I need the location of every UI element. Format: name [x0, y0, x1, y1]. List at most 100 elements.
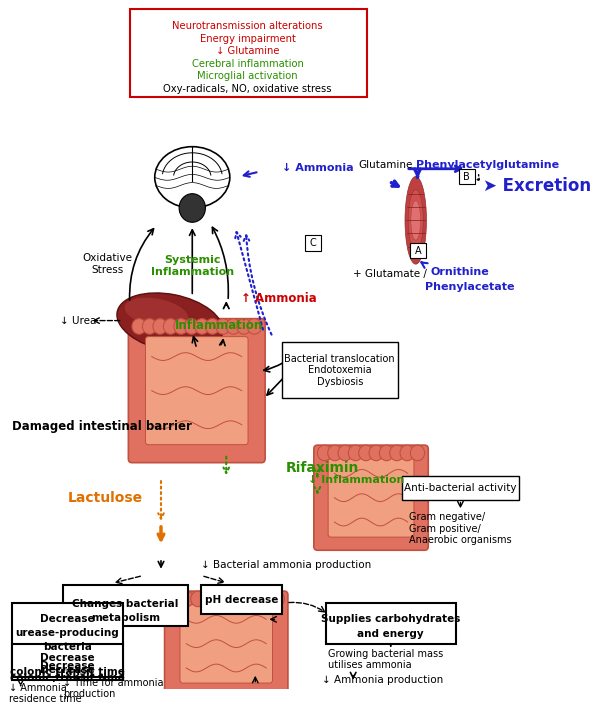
Circle shape: [349, 445, 362, 461]
Circle shape: [369, 445, 383, 461]
Ellipse shape: [411, 201, 421, 240]
FancyBboxPatch shape: [180, 604, 272, 683]
Circle shape: [214, 591, 228, 607]
FancyBboxPatch shape: [164, 591, 288, 696]
FancyBboxPatch shape: [410, 243, 427, 258]
Text: urease-producing: urease-producing: [15, 628, 119, 638]
Text: Microglial activation: Microglial activation: [197, 71, 298, 81]
Text: pH decrease: pH decrease: [205, 595, 278, 605]
FancyBboxPatch shape: [12, 650, 124, 679]
Circle shape: [270, 591, 284, 607]
Text: B: B: [463, 172, 470, 182]
Text: Ornithine: Ornithine: [430, 267, 489, 277]
Text: ↑ Ammonia: ↑ Ammonia: [241, 292, 317, 305]
Text: bacteria: bacteria: [43, 642, 92, 652]
Circle shape: [259, 591, 273, 607]
FancyBboxPatch shape: [128, 319, 265, 462]
Circle shape: [153, 319, 167, 334]
Circle shape: [225, 591, 239, 607]
Text: ➤ Excretion: ➤ Excretion: [483, 177, 591, 195]
Circle shape: [184, 319, 199, 334]
Ellipse shape: [155, 146, 230, 208]
Circle shape: [216, 319, 230, 334]
Circle shape: [236, 591, 250, 607]
Circle shape: [379, 445, 394, 461]
Circle shape: [410, 445, 425, 461]
Ellipse shape: [117, 293, 223, 352]
Ellipse shape: [125, 298, 188, 328]
Text: Gram negative/
Gram positive/
Anaerobic organisms: Gram negative/ Gram positive/ Anaerobic …: [409, 513, 511, 546]
Text: ↓ Time for ammonia
production: ↓ Time for ammonia production: [62, 678, 163, 699]
FancyBboxPatch shape: [281, 342, 398, 399]
Text: ↓ Ammonia: ↓ Ammonia: [281, 163, 353, 173]
Circle shape: [202, 591, 217, 607]
Text: Damaged intestinal barrier: Damaged intestinal barrier: [12, 420, 191, 433]
Text: Neurotransmission alterations: Neurotransmission alterations: [172, 21, 323, 31]
Text: Lactulose: Lactulose: [68, 491, 143, 505]
Text: Inflammation: Inflammation: [175, 319, 263, 332]
Text: Supplies carbohydrates: Supplies carbohydrates: [321, 614, 460, 624]
Circle shape: [247, 591, 262, 607]
Circle shape: [205, 319, 220, 334]
Text: Rifaximin: Rifaximin: [286, 462, 359, 476]
Text: + Glutamate /: + Glutamate /: [353, 269, 427, 279]
FancyBboxPatch shape: [458, 169, 475, 185]
Text: ↓ Urea: ↓ Urea: [60, 315, 97, 326]
Text: Glutamine: Glutamine: [359, 160, 413, 170]
FancyBboxPatch shape: [305, 235, 321, 250]
Text: Decrease: Decrease: [40, 653, 94, 663]
FancyBboxPatch shape: [130, 9, 367, 97]
Text: ↓ Ammonia
residence time: ↓ Ammonia residence time: [9, 682, 82, 704]
Circle shape: [390, 445, 404, 461]
Circle shape: [142, 319, 157, 334]
Text: A: A: [415, 245, 422, 255]
Text: Phenylacetylglutamine: Phenylacetylglutamine: [416, 160, 559, 170]
Text: Systemic
Inflammation: Systemic Inflammation: [151, 255, 234, 277]
Circle shape: [400, 445, 415, 461]
Circle shape: [168, 591, 182, 607]
Text: Decrease
colonic transit time: Decrease colonic transit time: [10, 661, 125, 683]
Text: Endotoxemia: Endotoxemia: [308, 366, 371, 375]
Text: Decrease: Decrease: [40, 665, 94, 675]
FancyBboxPatch shape: [12, 643, 124, 677]
Text: colonic transit time: colonic transit time: [10, 667, 125, 677]
FancyBboxPatch shape: [328, 458, 414, 537]
FancyBboxPatch shape: [62, 585, 188, 626]
Ellipse shape: [408, 189, 423, 251]
FancyBboxPatch shape: [12, 603, 124, 645]
Text: metabolism: metabolism: [91, 612, 160, 623]
Text: Decrease: Decrease: [40, 614, 94, 624]
FancyBboxPatch shape: [145, 337, 248, 445]
Text: Bacterial translocation: Bacterial translocation: [284, 354, 395, 363]
Circle shape: [247, 319, 262, 334]
Text: and energy: and energy: [358, 629, 424, 639]
Text: ↓ Bacterial ammonia production: ↓ Bacterial ammonia production: [201, 560, 371, 570]
Text: Cerebral inflammation: Cerebral inflammation: [192, 59, 304, 69]
Text: ↓ Ammonia production: ↓ Ammonia production: [322, 674, 443, 684]
Text: Oxidative
Stress: Oxidative Stress: [82, 253, 133, 275]
Text: ↓ Inflammation: ↓ Inflammation: [308, 475, 405, 485]
Circle shape: [174, 319, 188, 334]
Text: Phenylacetate: Phenylacetate: [425, 283, 514, 293]
Circle shape: [191, 591, 205, 607]
Circle shape: [226, 319, 241, 334]
Text: ↓ Glutamine: ↓ Glutamine: [216, 46, 280, 56]
Circle shape: [179, 591, 194, 607]
FancyBboxPatch shape: [314, 445, 428, 550]
Circle shape: [328, 445, 342, 461]
Text: Oxy-radicals, NO, oxidative stress: Oxy-radicals, NO, oxidative stress: [163, 84, 332, 94]
Text: Anti-bacterial activity: Anti-bacterial activity: [404, 483, 517, 493]
Text: Changes bacterial: Changes bacterial: [72, 599, 178, 609]
FancyBboxPatch shape: [403, 477, 518, 500]
Circle shape: [163, 319, 178, 334]
Text: Growing bacterial mass
utilises ammonia: Growing bacterial mass utilises ammonia: [328, 648, 443, 670]
FancyBboxPatch shape: [201, 585, 281, 614]
Circle shape: [338, 445, 352, 461]
Text: Dysbiosis: Dysbiosis: [317, 377, 363, 387]
Circle shape: [237, 319, 251, 334]
Circle shape: [132, 319, 146, 334]
Ellipse shape: [405, 177, 427, 264]
Circle shape: [195, 319, 209, 334]
Circle shape: [317, 445, 332, 461]
Ellipse shape: [179, 194, 205, 222]
